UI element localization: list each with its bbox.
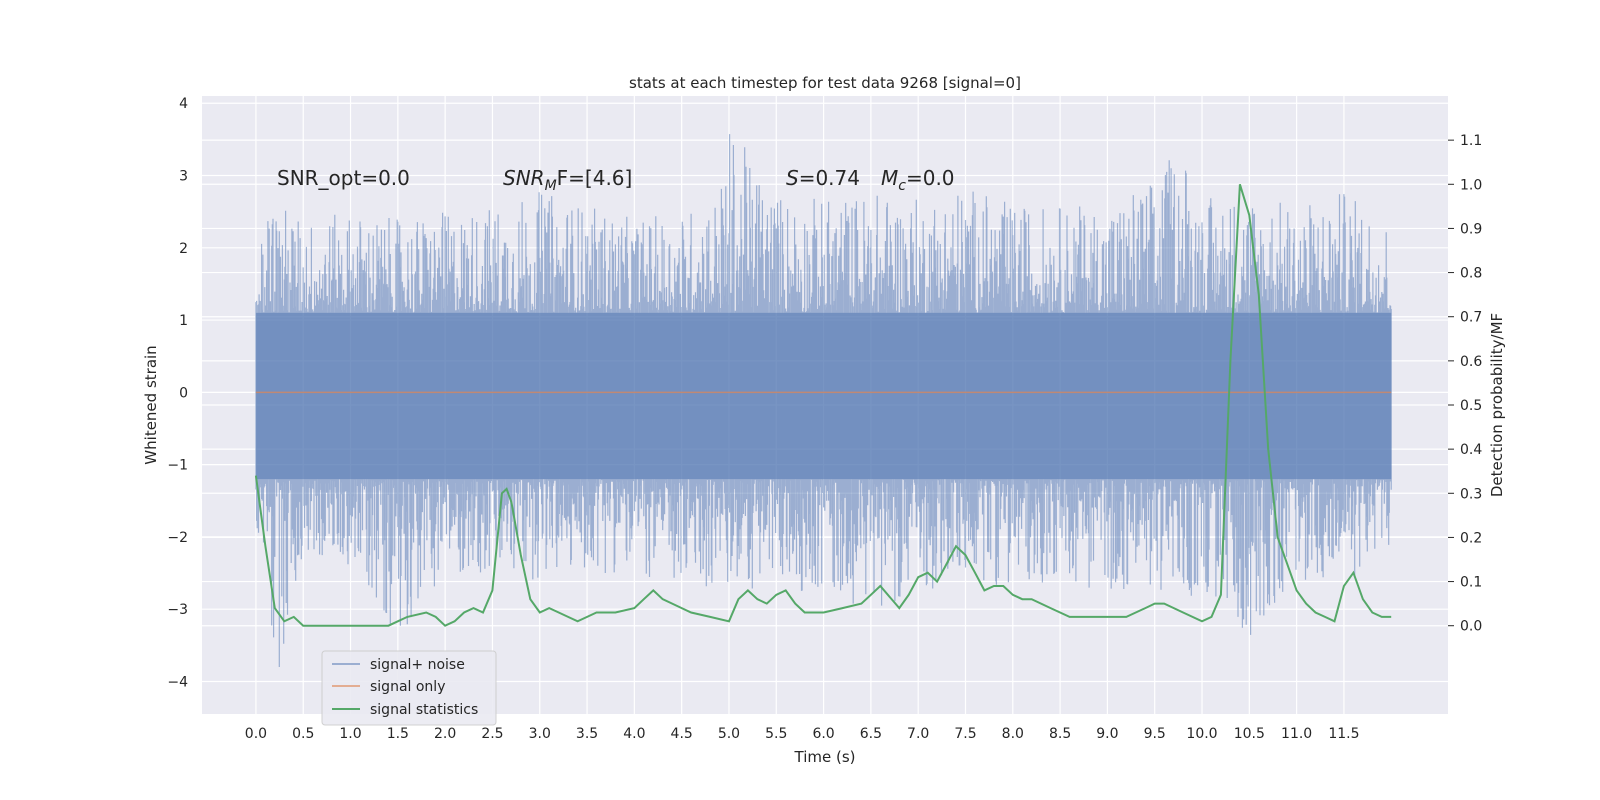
x-tick-label-7: 3.5 (576, 726, 598, 742)
y-right-tick-label-7: 0.4 (1460, 442, 1482, 458)
y-left-tick-label-1: 3 (179, 169, 188, 185)
x-tick-label-16: 8.0 (1002, 726, 1024, 742)
annotation-s-val: =0.74 (799, 166, 860, 190)
x-tick-label-3: 1.5 (387, 726, 409, 742)
x-tick-label-22: 11.0 (1281, 726, 1312, 742)
series-signal-statistics (254, 184, 1392, 627)
legend-box (321, 650, 497, 726)
series-signal-noise (255, 134, 1392, 667)
noise-spikes (255, 134, 1392, 667)
y-right-tick-label-3: 0.8 (1460, 266, 1482, 282)
y-right-axis-ticks: 1.1 1.0 0.9 0.8 0.7 0.6 0.5 0.4 0.3 0.2 0.1 0.0 (1448, 133, 1482, 635)
x-tick-label-13: 6.5 (860, 726, 882, 742)
legend-label-signal-noise: signal+ noise (370, 657, 465, 673)
x-tick-label-6: 3.0 (529, 726, 551, 742)
y-right-tick-label-8: 0.3 (1460, 486, 1482, 502)
x-tick-label-1: 0.5 (292, 726, 314, 742)
annotation-mc-sub: c (898, 178, 906, 194)
y-right-tick-label-6: 0.5 (1460, 398, 1482, 414)
legend-label-signal-statistics: signal statistics (370, 702, 478, 718)
y-left-tick-label-0: 4 (179, 96, 188, 112)
x-tick-label-8: 4.0 (623, 726, 645, 742)
x-tick-label-18: 9.0 (1096, 726, 1118, 742)
x-tick-label-15: 7.5 (954, 726, 976, 742)
x-tick-label-17: 8.5 (1049, 726, 1071, 742)
x-tick-label-14: 7.0 (907, 726, 929, 742)
x-axis-ticks: 0.0 0.5 1.0 1.5 2.0 2.5 3.0 3.5 4.0 4.5 5.0 5.5 6.0 6… (245, 726, 1360, 742)
y-right-tick-label-2: 0.9 (1460, 221, 1482, 237)
x-tick-label-12: 6.0 (812, 726, 834, 742)
annotation-s-sym: S (786, 166, 799, 190)
y-left-axis-ticks: 4 3 2 1 0 −1 −2 −3 −4 (167, 96, 188, 690)
y-left-axis-label: Whitened strain (142, 345, 160, 464)
x-axis-label: Time (s) (794, 748, 856, 766)
y-left-tick-label-2: 2 (179, 241, 188, 257)
x-tick-label-20: 10.0 (1186, 726, 1217, 742)
annotation-s: S=0.74 (786, 166, 860, 190)
y-right-tick-label-1: 1.0 (1460, 177, 1482, 193)
annotation-mc-val: =0.0 (906, 166, 955, 190)
x-tick-label-23: 11.5 (1328, 726, 1359, 742)
x-tick-label-10: 5.0 (718, 726, 740, 742)
y-right-tick-label-9: 0.2 (1460, 530, 1482, 546)
annotation-snr-mf-sub: M (545, 178, 557, 194)
annotation-mc: Mc=0.0 (881, 166, 955, 194)
legend-label-signal-only: signal only (370, 679, 445, 695)
annotation-mc-sym: M (881, 166, 898, 190)
annotation-snr-opt: SNR_opt=0.0 (277, 166, 410, 190)
y-left-tick-label-6: −2 (167, 530, 188, 546)
annotation-snr-mf-a: SNR (503, 166, 545, 190)
y-left-tick-label-7: −3 (167, 602, 188, 618)
y-left-tick-label-3: 1 (179, 313, 188, 329)
y-right-tick-label-11: 0.0 (1460, 619, 1482, 635)
y-right-tick-label-5: 0.6 (1460, 354, 1482, 370)
x-tick-label-5: 2.5 (481, 726, 503, 742)
legend: signal+ noise signal only signal statist… (321, 650, 497, 726)
x-tick-label-19: 9.5 (1144, 726, 1166, 742)
signal-statistics-line (254, 184, 1392, 627)
x-tick-label-4: 2.0 (434, 726, 456, 742)
y-left-tick-label-4: 0 (179, 385, 188, 401)
y-right-tick-label-0: 1.1 (1460, 133, 1482, 149)
x-tick-label-9: 4.5 (671, 726, 693, 742)
y-right-axis-label: Detection probability/MF (1488, 313, 1506, 497)
annotation-snr-mf-b: F=[4.6] (557, 166, 633, 190)
x-tick-label-2: 1.0 (339, 726, 361, 742)
y-left-tick-label-8: −4 (167, 674, 188, 690)
x-tick-label-11: 5.5 (765, 726, 787, 742)
annotation-snr-mf: SNRMF=[4.6] (503, 166, 632, 194)
y-right-tick-label-4: 0.7 (1460, 310, 1482, 326)
x-tick-label-0: 0.0 (245, 726, 267, 742)
x-tick-label-21: 10.5 (1234, 726, 1265, 742)
chart-title: stats at each timestep for test data 926… (629, 74, 1021, 92)
y-right-tick-label-10: 0.1 (1460, 575, 1482, 591)
y-left-tick-label-5: −1 (167, 458, 188, 474)
